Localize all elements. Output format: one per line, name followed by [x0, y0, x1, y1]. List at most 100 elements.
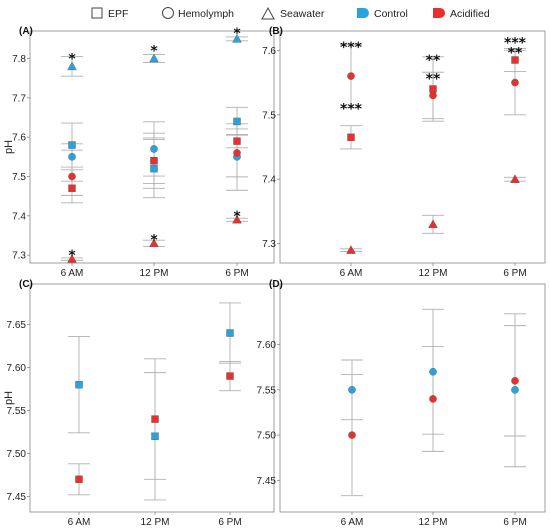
seawater-acidified-point — [149, 238, 159, 248]
y-tick-label: 7.55 — [7, 406, 27, 417]
y-tick-label: 7.3 — [12, 251, 26, 262]
epf-acidified-point — [151, 415, 159, 423]
epf-control-point — [233, 117, 241, 126]
y-tick-label: 7.8 — [12, 54, 26, 65]
hemolymph-acidified-point — [150, 156, 158, 165]
epf-acidified-point — [226, 372, 234, 380]
significance-label: *** — [340, 40, 363, 56]
hemolymph-acidified-point — [511, 377, 519, 385]
hemolymph-acidified-point — [511, 78, 519, 87]
y-tick-label: 7.5 — [262, 110, 276, 121]
hemolymph-circle-icon — [162, 7, 174, 19]
epf-acidified-point — [233, 137, 241, 145]
epf-control-point — [150, 164, 158, 173]
panel-label: (D) — [269, 279, 283, 290]
x-tick-label: 12 PM — [419, 268, 448, 279]
panel-label: (C) — [19, 279, 33, 290]
epf-acidified-point — [68, 184, 76, 192]
seawater-control-point — [149, 53, 159, 63]
hemolymph-acidified-point — [429, 395, 437, 403]
significance-label: * — [150, 232, 158, 248]
y-tick-label: 7.4 — [262, 175, 276, 186]
panel-d: (D) 7.45 7.50 7.55 7.60 6 AM 12 PM 6 PM — [257, 279, 546, 528]
seawater-acidified-point — [510, 174, 520, 183]
y-tick-label: 7.60 — [7, 363, 27, 374]
y-tick-label: 7.4 — [12, 211, 26, 222]
x-tick-label: 6 AM — [340, 268, 363, 279]
significance-label: * — [68, 248, 76, 264]
hemolymph-control-point — [68, 153, 76, 161]
plot-frame — [29, 283, 275, 513]
epf-control-point — [226, 329, 234, 337]
x-tick-label: 12 PM — [419, 517, 448, 528]
legend-seawater: Seawater — [280, 8, 325, 20]
hemolymph-acidified-point — [347, 72, 355, 80]
control-swatch-icon — [357, 8, 369, 18]
epf-acidified-point — [75, 475, 83, 484]
x-tick-label: 6 AM — [341, 517, 364, 528]
panel-label: (B) — [269, 26, 283, 37]
panel-label: (A) — [19, 26, 33, 37]
hemolymph-acidified-point — [348, 431, 356, 439]
epf-control-point — [151, 432, 159, 440]
x-tick-label: 6 AM — [61, 268, 84, 279]
acidified-swatch-icon — [433, 8, 445, 18]
x-tick-label: 6 PM — [503, 517, 526, 528]
plot-frame — [279, 30, 546, 264]
epf-acidified-point — [347, 133, 355, 142]
x-tick-label: 6 PM — [225, 268, 248, 279]
significance-label: ** — [426, 72, 441, 88]
panel-c: (C) pH 7.45 7.50 7.55 7.60 7.65 6 AM 12 PM 6 PM — [3, 279, 275, 528]
x-tick-label: 6 AM — [68, 517, 91, 528]
seawater-control-point — [232, 33, 242, 43]
seawater-triangle-icon — [261, 6, 275, 20]
y-tick-label: 7.65 — [7, 320, 27, 331]
significance-label: ** — [426, 53, 441, 69]
y-tick-label: 7.3 — [262, 239, 276, 250]
y-tick-label: 7.5 — [12, 172, 26, 183]
hemolymph-acidified-point — [68, 172, 76, 181]
y-tick-label: 7.50 — [257, 431, 277, 442]
seawater-acidified-point — [232, 214, 242, 224]
significance-label: *** — [340, 101, 363, 117]
x-tick-label: 6 PM — [218, 517, 241, 528]
epf-square-icon — [91, 7, 103, 19]
panel-b: (B)7.37.47.57.66 AM 12 PM 6 PM************… — [262, 26, 546, 279]
significance-label: * — [68, 52, 76, 68]
y-axis-label: pH — [3, 140, 15, 154]
significance-label: * — [150, 44, 158, 60]
epf-acidified-point — [511, 56, 519, 64]
hemolymph-control-point — [429, 367, 437, 376]
legend-control: Control — [374, 8, 408, 20]
x-tick-label: 12 PM — [140, 268, 169, 279]
significance-label: ** — [508, 45, 523, 61]
hemolymph-acidified-point — [429, 91, 437, 100]
legend: EPF Hemolymph Seawater Control Acidified — [91, 6, 490, 20]
y-tick-label: 7.6 — [262, 46, 276, 57]
plot-frame — [29, 30, 275, 264]
y-tick-label: 7.60 — [257, 340, 277, 351]
y-tick-label: 7.6 — [12, 133, 26, 144]
significance-label: *** — [504, 36, 527, 52]
y-tick-label: 7.45 — [7, 492, 27, 503]
y-axis-label: pH — [3, 391, 15, 405]
legend-epf: EPF — [108, 8, 128, 20]
seawater-acidified-point — [346, 245, 356, 254]
y-tick-label: 7.45 — [257, 476, 277, 487]
significance-label: * — [233, 209, 241, 225]
y-tick-label: 7.55 — [257, 385, 277, 396]
legend-hemolymph: Hemolymph — [178, 8, 234, 20]
y-tick-label: 7.7 — [12, 93, 26, 104]
hemolymph-control-point — [348, 386, 356, 394]
x-tick-label: 12 PM — [141, 517, 170, 528]
y-tick-label: 7.50 — [7, 449, 27, 460]
legend-acidified: Acidified — [450, 8, 490, 20]
x-tick-label: 6 PM — [503, 268, 526, 279]
significance-label: * — [233, 26, 241, 42]
seawater-acidified-point — [428, 219, 438, 229]
plot-frame — [279, 283, 546, 513]
epf-control-point — [68, 141, 76, 149]
panel-a: (A) pH 7.3 7.4 7.5 7.6 7.7 7.8 6 AM 12 PM 6 PM * * * *… — [3, 26, 275, 279]
hemolymph-acidified-point — [233, 149, 241, 157]
